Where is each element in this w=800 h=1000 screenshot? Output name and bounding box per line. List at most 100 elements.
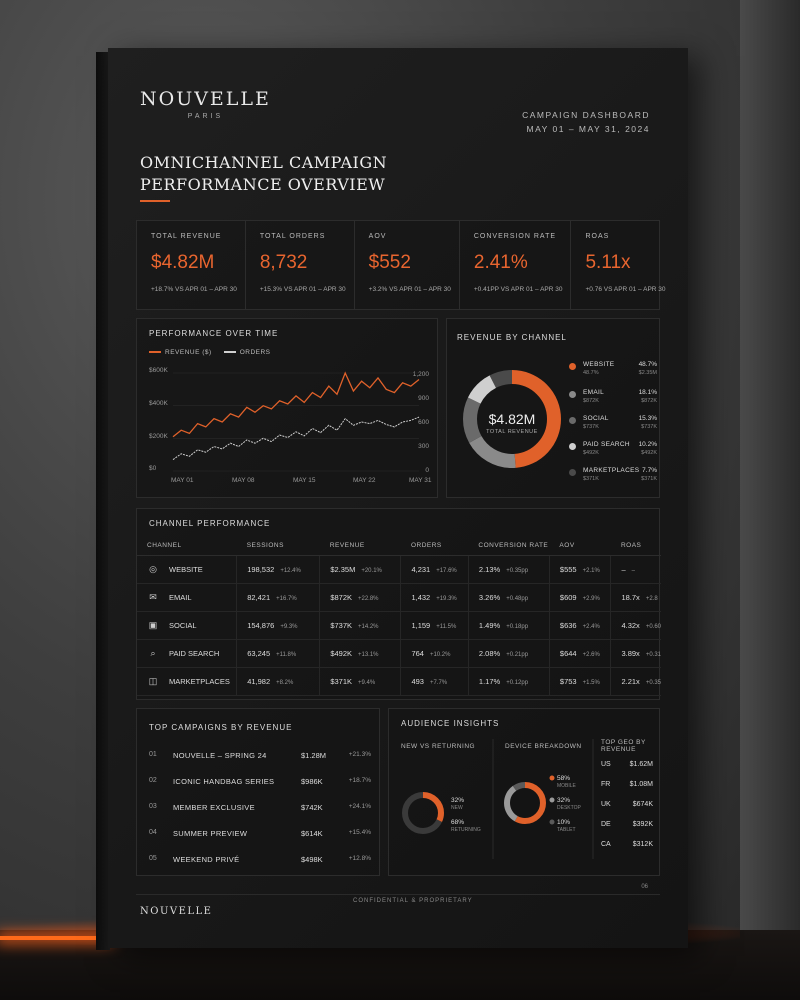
- mobile-label: MOBILE: [557, 783, 576, 789]
- channel-share: 7.7%: [642, 467, 657, 474]
- y-tick-left: $600K: [149, 367, 168, 374]
- aov-delta: +1.5%: [582, 679, 600, 686]
- kpi-value: $4.82M: [151, 252, 215, 273]
- orders-cell: 493 +7.7%: [400, 667, 469, 696]
- dashboard-label: CAMPAIGN DASHBOARD: [522, 110, 650, 120]
- channel-performance-panel: CHANNEL PERFORMANCE CHANNEL SESSIONS REV…: [136, 508, 661, 700]
- geo-value: $392K: [632, 821, 653, 828]
- campaign-growth: +24.1%: [348, 803, 371, 810]
- orders-cell: 1,159 +11.5%: [400, 611, 469, 640]
- channel-name: MARKETPLACES: [169, 676, 230, 686]
- kpi-card: TOTAL REVENUE $4.82M +18.7% VS APR 01 – …: [137, 221, 246, 309]
- geo-row: FR $1.08M: [601, 781, 653, 788]
- aov-value: $609: [559, 592, 577, 602]
- orders-value: 1,432: [411, 592, 431, 602]
- channel-dot: [569, 443, 576, 450]
- kpi-label: TOTAL ORDERS: [259, 233, 326, 240]
- channel-name: SOCIAL: [583, 415, 609, 422]
- footer-brand: NOUVELLE: [140, 906, 213, 917]
- channel-dot: [569, 417, 576, 424]
- channel-value-right: $737K: [641, 424, 657, 430]
- revenue-value: $737K: [330, 620, 352, 630]
- section-title: REVENUE BY CHANNEL: [457, 333, 567, 342]
- sessions-cell: 82,421 +16.7%: [236, 583, 321, 612]
- cr-delta: +0.35pp: [506, 567, 529, 574]
- orders-cell: 4,231 +17.6%: [400, 555, 469, 584]
- kpi-delta: +0.76 VS APR 01 – APR 30: [585, 286, 666, 293]
- device-slice: [504, 782, 546, 824]
- aov-cell: $609 +2.9%: [549, 583, 612, 612]
- kpi-value: 5.11x: [585, 252, 631, 273]
- campaign-name: SUMMER PREVIEW: [173, 829, 248, 838]
- kpi-strip: TOTAL REVENUE $4.82M +18.7% VS APR 01 – …: [136, 220, 666, 310]
- brand-name: NOUVELLE: [140, 88, 271, 110]
- device-legend-dot: [549, 775, 555, 781]
- geo-row: DE $392K: [601, 821, 653, 828]
- channel-value: $737K: [583, 424, 599, 430]
- instagram-icon: ▣: [148, 619, 158, 630]
- channel-name: EMAIL: [583, 389, 605, 396]
- channel-name: PAID SEARCH: [583, 441, 630, 448]
- revenue-by-channel-panel: REVENUE BY CHANNEL $4.82M TOTAL REVENUE …: [446, 318, 660, 498]
- y-tick-right: 900: [418, 395, 429, 402]
- mobile-pct: 58%: [557, 775, 571, 782]
- kpi-card: AOV $552 +3.2% VS APR 01 – APR 30: [355, 221, 460, 309]
- geo-code: DE: [601, 821, 611, 828]
- brand-city: PARIS: [187, 113, 224, 120]
- revenue-value: $872K: [330, 592, 352, 602]
- revenue-delta: +20.1%: [361, 567, 382, 574]
- channel-name: WEBSITE: [169, 564, 203, 574]
- kpi-label: TOTAL REVENUE: [151, 233, 222, 240]
- cr-cell: 2.13% +0.35pp: [468, 555, 550, 584]
- geo-value: $1.62M: [629, 761, 653, 768]
- revenue-value: $371K: [330, 676, 352, 686]
- wall-pillar: [740, 0, 800, 1000]
- campaign-revenue: $614K: [301, 829, 323, 838]
- cr-delta: +0.48pp: [506, 595, 529, 602]
- y-tick-left: $0: [149, 465, 157, 472]
- audience-donuts: [402, 739, 594, 859]
- sessions-delta: +11.8%: [276, 651, 297, 658]
- kpi-delta: +3.2% VS APR 01 – APR 30: [368, 286, 451, 293]
- roas-delta: +0.31: [645, 651, 661, 658]
- channel-name: WEBSITE: [583, 361, 615, 368]
- aov-delta: +2.6%: [582, 651, 600, 658]
- revenue-cell: $737K +14.2%: [319, 611, 402, 640]
- aov-cell: $636 +2.4%: [549, 611, 612, 640]
- revenue-series-line: [172, 371, 420, 438]
- kpi-value: 2.41%: [473, 252, 528, 273]
- geo-code: US: [601, 761, 611, 768]
- orders-delta: +7.7%: [429, 679, 448, 686]
- top-geo-title: TOP GEO BY REVENUE: [601, 739, 646, 753]
- roas-cell: 3.89x +0.31: [610, 639, 661, 668]
- kpi-delta: +0.41PP VS APR 01 – APR 30: [473, 286, 563, 293]
- channel-name: SOCIAL: [169, 620, 197, 630]
- channel-value: $371K: [583, 476, 599, 482]
- geo-value: $312K: [632, 841, 653, 848]
- section-title: AUDIENCE INSIGHTS: [401, 719, 500, 728]
- chart-legend: REVENUE ($) ORDERS: [149, 349, 271, 356]
- legend-orders-label: ORDERS: [239, 349, 271, 356]
- revenue-delta: +9.4%: [358, 679, 376, 686]
- total-revenue-label: TOTAL REVENUE: [486, 429, 538, 435]
- campaign-growth: +21.3%: [348, 751, 371, 758]
- revenue-cell: $2.35M +20.1%: [319, 555, 402, 584]
- performance-line-chart: [172, 371, 420, 472]
- revenue-delta: +22.8%: [358, 595, 379, 602]
- sessions-value: 82,421: [247, 592, 271, 602]
- cr-delta: +0.12pp: [506, 679, 529, 686]
- aov-cell: $555 +2.1%: [549, 555, 612, 584]
- revenue-cell: $371K +9.4%: [319, 667, 402, 696]
- kpi-label: CONVERSION RATE: [473, 233, 557, 240]
- channel-cell: ⌕ PAID SEARCH: [137, 639, 238, 668]
- table-row: ✉ EMAIL 82,421 +16.7% $872K +22.8% 1,432 +19.3%…: [137, 583, 661, 612]
- channel-share: 48.7%: [638, 361, 657, 368]
- channel-value: $872K: [583, 398, 599, 404]
- sessions-cell: 198,532 +12.4%: [236, 555, 321, 584]
- orders-delta: +19.3%: [436, 595, 457, 602]
- page-title: OMNICHANNEL CAMPAIGN PERFORMANCE OVERVIE…: [140, 152, 387, 196]
- aov-cell: $644 +2.6%: [549, 639, 612, 668]
- channel-value: $492K: [583, 450, 599, 456]
- section-title: TOP CAMPAIGNS BY REVENUE: [149, 723, 293, 732]
- channel-slice: [463, 370, 561, 468]
